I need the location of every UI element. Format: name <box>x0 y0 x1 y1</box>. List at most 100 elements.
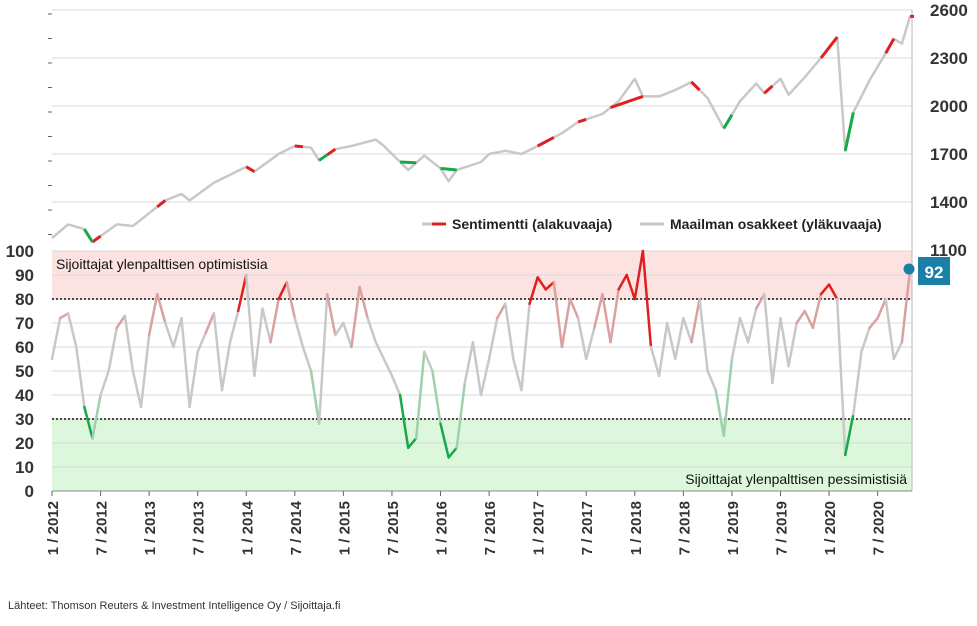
optimism-highlight <box>819 36 839 59</box>
sentiment-segment <box>528 276 539 306</box>
upper-y-tick-label: 1100 <box>930 241 967 260</box>
sentiment-segment <box>819 283 831 296</box>
optimism-highlight <box>294 144 304 149</box>
sentiment-segment <box>843 412 855 457</box>
sentiment-segment <box>50 316 62 361</box>
optimism-zone-label: Sijoittajat ylenpalttisen optimistisia <box>56 256 268 272</box>
upper-y-axis: 1100 1400 1700 2000 2300 2600 <box>930 1 968 260</box>
sentiment-segment <box>66 312 78 349</box>
optimism-highlight <box>610 94 644 110</box>
sentiment-segment <box>147 292 159 337</box>
optimism-highlight <box>884 38 896 54</box>
lower-y-tick-label: 100 <box>6 242 34 261</box>
sentiment-segment <box>860 326 871 354</box>
lower-y-tick-label: 70 <box>15 314 34 333</box>
sentiment-segment <box>754 292 766 310</box>
sentiment-segment <box>657 321 669 378</box>
grid <box>48 9 913 492</box>
x-tick-label: 1 / 2020 <box>822 501 839 555</box>
sentiment-segment <box>253 307 264 378</box>
sentiment-segment <box>58 312 70 320</box>
lower-y-tick-label: 50 <box>15 362 34 381</box>
sentiment-segment <box>584 326 596 361</box>
x-tick-label: 1 / 2012 <box>45 501 62 555</box>
sentiment-segment <box>633 249 645 301</box>
sentiment-segment <box>771 316 782 385</box>
x-tick-label: 1 / 2015 <box>336 501 353 555</box>
sentiment-segment <box>414 350 426 440</box>
sentiment-segment <box>245 273 256 378</box>
optimism-highlight <box>690 80 701 92</box>
sentiment-segment <box>900 268 912 344</box>
sentiment-segment <box>787 321 798 368</box>
sentiment-segment <box>301 345 313 373</box>
sentiment-segment <box>83 405 94 440</box>
x-tick-label: 7 / 2012 <box>94 501 111 555</box>
sentiment-segment <box>763 292 774 385</box>
sentiment-segment <box>827 283 839 301</box>
sentiment-segment <box>852 350 863 416</box>
x-tick-label: 7 / 2018 <box>676 501 693 555</box>
sentiment-segment <box>714 388 726 438</box>
sentiment-segment <box>504 302 515 361</box>
sentiment-segment <box>75 345 86 409</box>
sentiment-segment <box>164 321 175 349</box>
lower-y-tick-label: 10 <box>15 458 34 477</box>
sentiment-segment <box>342 321 353 349</box>
optimism-highlight <box>763 84 774 95</box>
upper-y-tick-label: 2000 <box>930 97 968 116</box>
sentiment-segment <box>423 350 434 373</box>
upper-y-tick-label: 2600 <box>930 1 968 20</box>
sentiment-segment <box>835 297 847 457</box>
sentiment-segment <box>892 340 904 361</box>
sentiment-segment <box>520 302 531 392</box>
sentiment-segment <box>123 314 135 373</box>
x-tick-label: 1 / 2019 <box>725 501 742 555</box>
lower-y-tick-label: 60 <box>15 338 34 357</box>
lower-y-tick-label: 0 <box>25 482 34 501</box>
sentiment-segment <box>285 280 297 320</box>
lower-y-tick-label: 40 <box>15 386 34 405</box>
pessimism-highlight <box>83 228 94 243</box>
sentiment-segment <box>204 312 216 334</box>
sentiment-segment <box>374 340 386 361</box>
sentiment-segment <box>455 381 467 450</box>
sentiment-segment <box>568 297 580 320</box>
sentiment-segment <box>560 297 572 349</box>
source-note: Lähteet: Thomson Reuters & Investment In… <box>8 600 341 612</box>
sentiment-segment <box>779 316 790 368</box>
sentiment-segment <box>325 292 337 337</box>
sentiment-segment <box>188 350 199 409</box>
optimism-highlight <box>245 165 256 173</box>
pessimism-zone-label: Sijoittajat ylenpalttisen pessimistisiä <box>685 471 907 487</box>
pessimism-zone <box>52 419 912 491</box>
sentiment-segment <box>649 345 661 378</box>
optimism-highlight <box>156 199 167 208</box>
sentiment-segment <box>593 292 604 330</box>
lower-y-tick-label: 20 <box>15 434 34 453</box>
sentiment-segment <box>261 307 272 344</box>
sentiment-segment <box>722 357 734 438</box>
sentiment-segment <box>706 369 717 392</box>
optimism-highlight <box>577 117 587 124</box>
sentiment-segment <box>682 316 693 344</box>
sentiment-segment <box>601 292 612 344</box>
sentiment-segment <box>674 316 685 361</box>
sentiment-segment <box>139 333 151 409</box>
sentiment-segment <box>544 280 556 291</box>
sentiment-segment <box>439 422 450 459</box>
sentiment-segment <box>220 340 232 392</box>
sentiment-segment <box>811 292 823 330</box>
upper-y-tick-label: 2300 <box>930 49 968 68</box>
sentiment-segment <box>131 369 143 409</box>
sentiment-segment <box>431 369 442 426</box>
sentiment-segment <box>738 316 750 344</box>
sentiment-segment <box>698 297 709 373</box>
sentiment-segment <box>317 292 329 426</box>
sentiment-segment <box>390 374 402 397</box>
sentiment-segment <box>180 316 191 409</box>
x-tick-label: 7 / 2019 <box>773 501 790 555</box>
last-value-label: 92 <box>925 263 944 282</box>
sentiment-segment <box>212 312 224 392</box>
sentiment-segment <box>609 288 620 344</box>
